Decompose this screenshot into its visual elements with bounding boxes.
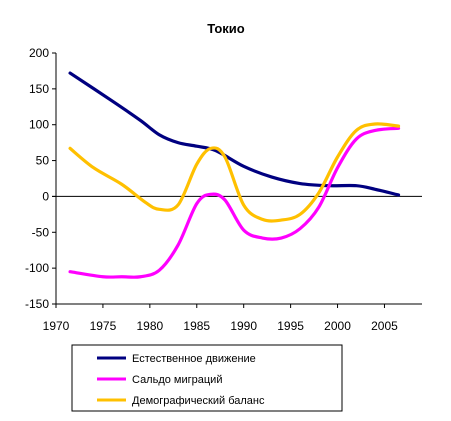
series-migration-balance-line <box>68 126 401 279</box>
y-tick-label: 150 <box>29 82 49 96</box>
series-natural-movement-line <box>68 71 401 197</box>
y-tick-label: -100 <box>25 261 49 275</box>
series-demographic-balance-line <box>68 122 401 223</box>
legend-label: Сальдо миграций <box>132 374 222 386</box>
y-tick-label: 200 <box>29 46 49 60</box>
x-tick-label: 1985 <box>183 319 210 333</box>
y-tick-label: -150 <box>25 297 49 311</box>
y-tick-label: 100 <box>29 118 49 132</box>
legend-label: Демографический баланс <box>132 395 265 407</box>
y-tick-label: 50 <box>36 154 50 168</box>
x-tick-label: 1995 <box>277 319 304 333</box>
x-tick-label: 1990 <box>230 319 257 333</box>
axes: -150 -100 -50 0 50 100 150 200 1970 1975 1980 1985 1… <box>25 46 422 333</box>
series-group <box>68 71 401 279</box>
chart-title: Токио <box>207 21 245 36</box>
x-tick-label: 1975 <box>90 319 117 333</box>
legend: Естественное движение Сальдо миграций Демо… <box>71 344 343 412</box>
y-tick-label: -50 <box>32 225 50 239</box>
legend-label: Естественное движение <box>132 353 256 365</box>
x-tick-label: 1970 <box>43 319 70 333</box>
x-tick-label: 2000 <box>324 319 351 333</box>
x-tick-label: 2005 <box>371 319 398 333</box>
x-tick-label: 1980 <box>136 319 163 333</box>
y-tick-label: 0 <box>42 189 49 203</box>
